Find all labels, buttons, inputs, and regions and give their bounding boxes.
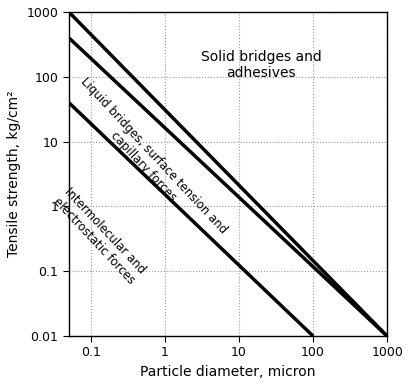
Text: Liquid bridges, surface tension and
capillary forces: Liquid bridges, surface tension and capi… <box>67 75 229 247</box>
Text: Intermolecular and
electrostatic forces: Intermolecular and electrostatic forces <box>51 185 148 287</box>
Y-axis label: Tensile strength, kg/cm²: Tensile strength, kg/cm² <box>7 91 21 257</box>
X-axis label: Particle diameter, micron: Particle diameter, micron <box>140 365 315 379</box>
Text: Solid bridges and
adhesives: Solid bridges and adhesives <box>200 50 321 80</box>
